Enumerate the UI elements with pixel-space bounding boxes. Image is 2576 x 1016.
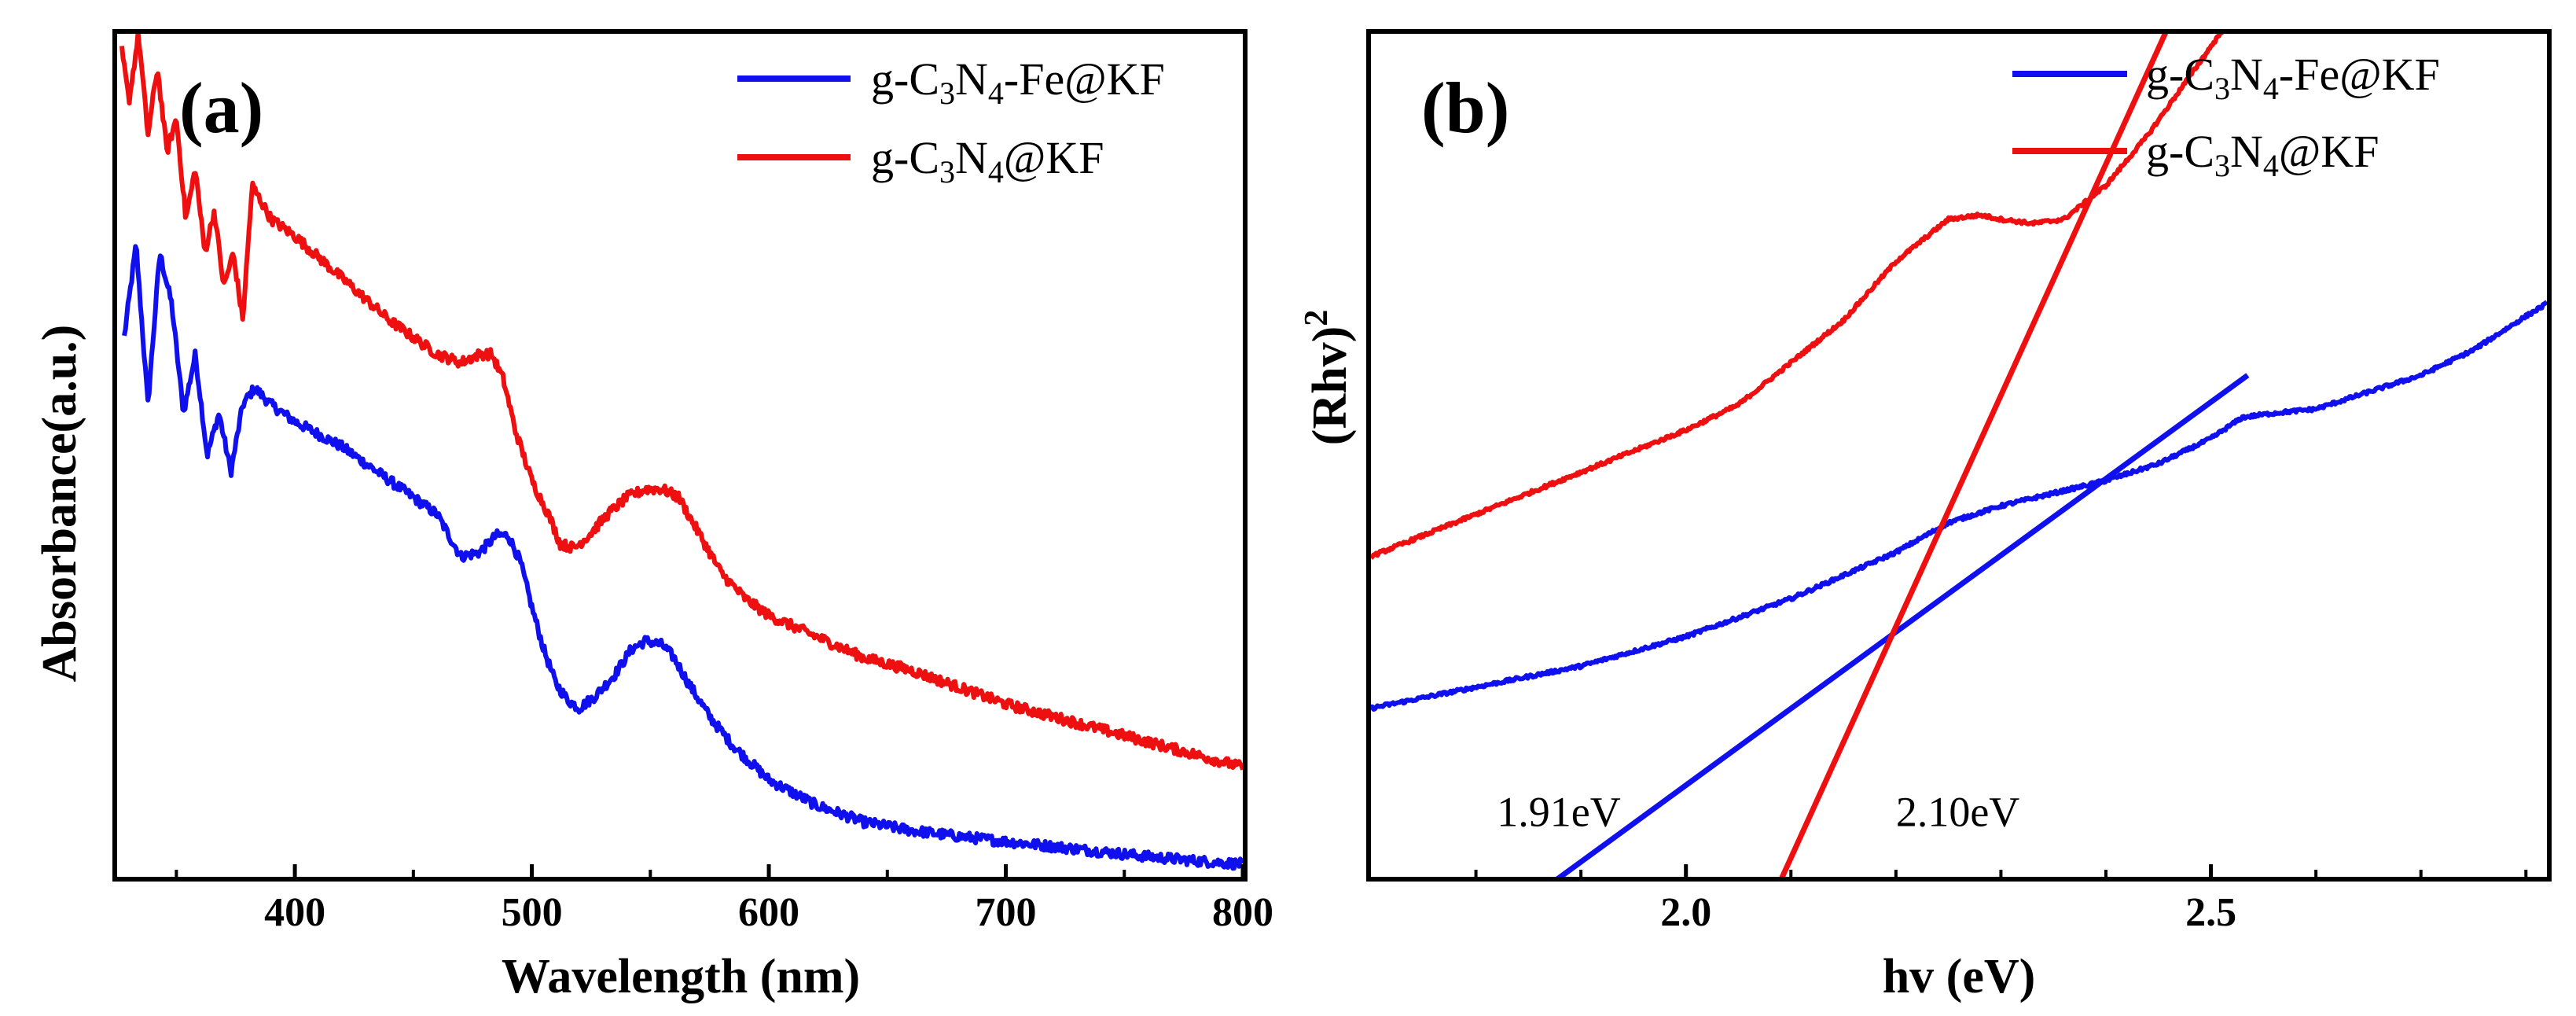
panel-a-x-tick-label: 400 xyxy=(264,890,325,935)
panel-b-chart: 2.0 2.5 (b) g-C3N4-Fe@KF g-C3N4@KF 1.91eV… xyxy=(1299,29,2552,1003)
panel-a-legend-label-fe: g-C3N4-Fe@KF xyxy=(871,53,1165,111)
panel-a-plot-area xyxy=(119,34,1243,871)
panel-b-line-fe xyxy=(1371,300,2547,712)
panel-a-frame xyxy=(112,29,1248,882)
panel-a-x-tick-label: 500 xyxy=(502,890,563,935)
panel-b-tangent-lines xyxy=(1556,34,2250,877)
panel-b-legend: g-C3N4-Fe@KF g-C3N4@KF xyxy=(2012,49,2440,183)
panel-a-y-axis-title: Absorbance(a.u.) xyxy=(33,325,86,683)
panel-a-series-kf xyxy=(119,34,1243,771)
panel-b-plot-area xyxy=(1371,34,2547,877)
panel-b-bandgap-label-fe: 1.91eV xyxy=(1497,789,1620,836)
panel-b-series-fe xyxy=(1371,300,2547,712)
panel-a-x-ticks: 400 500 600 700 800 xyxy=(175,864,1273,935)
panel-a-series-fe xyxy=(122,244,1243,871)
panel-a-legend: g-C3N4-Fe@KF g-C3N4@KF xyxy=(737,53,1165,190)
panel-b-x-axis-title: hv (eV) xyxy=(1883,950,2036,1003)
panel-a-x-tick-label: 600 xyxy=(738,890,799,935)
panel-b-tangent-kf xyxy=(1779,34,2169,877)
panel-b-legend-label-fe: g-C3N4-Fe@KF xyxy=(2146,49,2440,106)
panel-b-series-kf xyxy=(1371,34,2224,560)
panel-b-bandgap-label-kf: 2.10eV xyxy=(1896,789,2019,836)
panel-b-y-axis-title: (Rhv)2 xyxy=(1299,310,1357,446)
panel-b-frame xyxy=(1366,29,2552,882)
panel-a-chart: 400 500 600 700 800 (a) g-C3N4-Fe@KF g-C3N4@… xyxy=(33,29,1273,1003)
panel-a-line-fe xyxy=(122,244,1243,871)
panel-a-x-tick-label: 800 xyxy=(1212,890,1273,935)
panel-a-x-axis-title: Wavelength (nm) xyxy=(502,950,860,1003)
panel-a-line-kf xyxy=(119,34,1243,771)
panel-b-x-ticks: 2.0 2.5 xyxy=(1474,864,2528,935)
panel-b-legend-label-kf: g-C3N4@KF xyxy=(2146,126,2379,183)
panel-b-tangent-fe xyxy=(1556,373,2250,877)
panel-a-label: (a) xyxy=(179,68,263,148)
panel-b-x-tick-label: 2.0 xyxy=(1660,890,1711,935)
panel-b-x-tick-label: 2.5 xyxy=(2185,890,2236,935)
panel-a-x-tick-label: 700 xyxy=(976,890,1037,935)
panel-b-label: (b) xyxy=(1421,68,1509,148)
panel-b-line-kf xyxy=(1371,34,2224,560)
panel-a-legend-label-kf: g-C3N4@KF xyxy=(871,132,1104,190)
